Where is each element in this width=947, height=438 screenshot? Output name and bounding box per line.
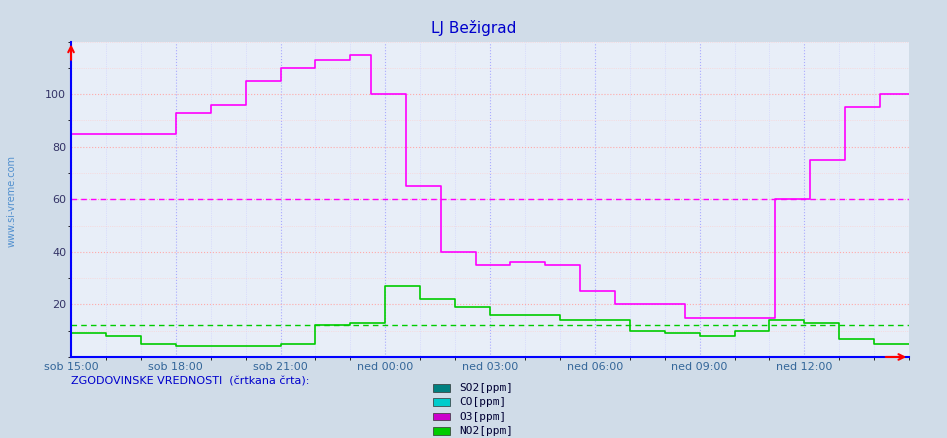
Text: SO2[ppm]: SO2[ppm]: [459, 383, 513, 392]
Text: O3[ppm]: O3[ppm]: [459, 412, 507, 421]
Text: NO2[ppm]: NO2[ppm]: [459, 426, 513, 436]
Text: LJ Bežigrad: LJ Bežigrad: [431, 20, 516, 36]
Text: www.si-vreme.com: www.si-vreme.com: [7, 155, 16, 247]
Text: CO[ppm]: CO[ppm]: [459, 397, 507, 407]
Text: ZGODOVINSKE VREDNOSTI  (črtkana črta):: ZGODOVINSKE VREDNOSTI (črtkana črta):: [71, 377, 310, 387]
